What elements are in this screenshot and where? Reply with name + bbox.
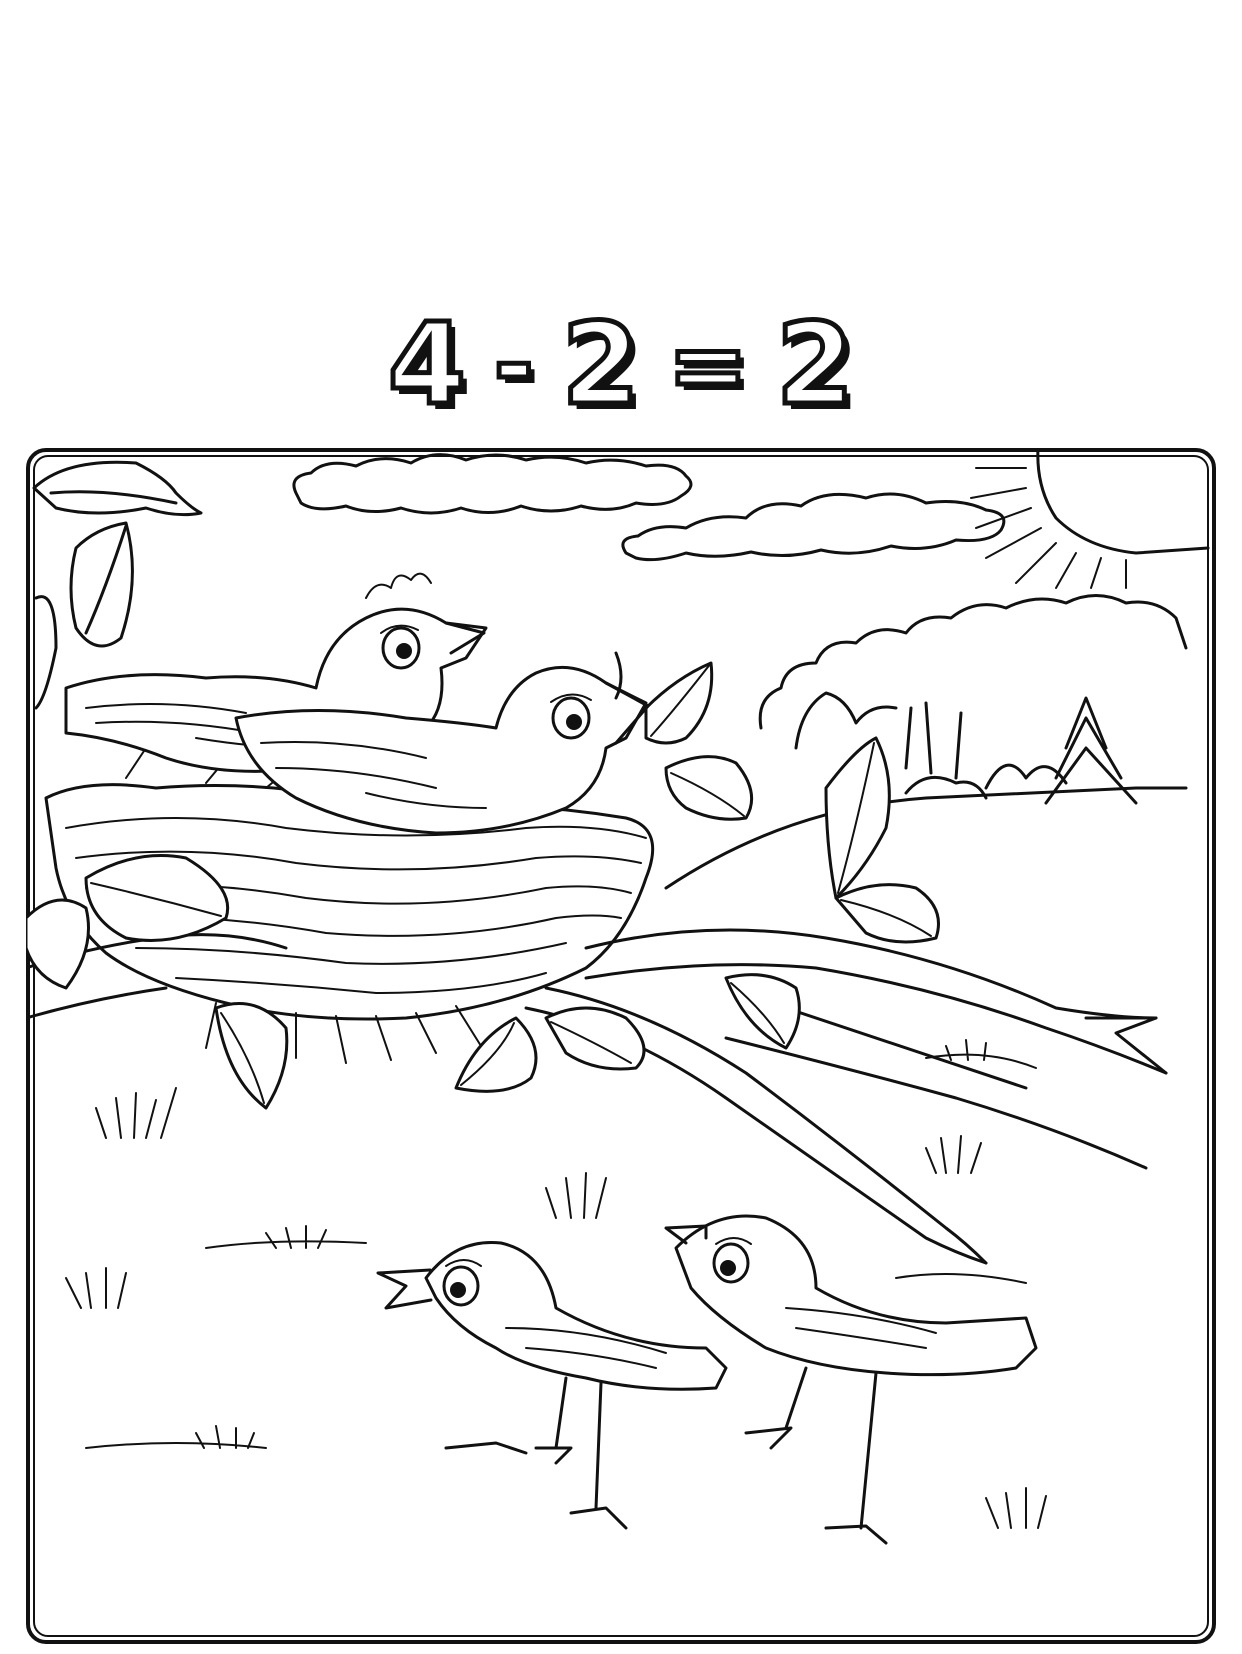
- sun: [970, 448, 1210, 589]
- illustration-svg: [26, 448, 1216, 1644]
- equation-operator: -: [491, 309, 536, 421]
- background-trees: [758, 594, 1188, 805]
- cloud-left: [292, 453, 693, 515]
- picture-border: [26, 448, 1216, 1644]
- leaves-top-left: [32, 460, 203, 710]
- equation-equals: =: [665, 309, 750, 421]
- branch: [26, 928, 1168, 1265]
- nest-bird-2: [234, 651, 650, 835]
- coloring-illustration: [26, 448, 1216, 1644]
- equation-operand-a: 4: [385, 300, 468, 430]
- equation-operand-b: 2: [559, 300, 642, 430]
- hill-line: [664, 786, 1188, 890]
- equation: 4 - 2 = 2: [0, 300, 1242, 430]
- grass-tufts: [65, 1039, 1047, 1529]
- picture-border-inner: [33, 455, 1209, 1637]
- nest-leaves: [26, 661, 940, 1110]
- cloud-right: [621, 492, 1006, 562]
- equation-result: 2: [774, 300, 857, 430]
- ground-bird-2: [664, 1214, 1038, 1545]
- ground-bird-1: [376, 1240, 728, 1530]
